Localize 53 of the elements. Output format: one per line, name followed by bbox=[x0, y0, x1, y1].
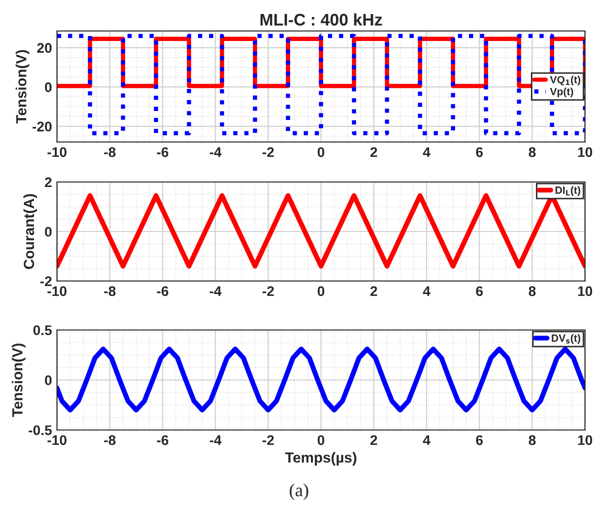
y-tick-label: 0 bbox=[44, 375, 52, 386]
x-tick-label: -2 bbox=[262, 147, 274, 157]
x-tick-label: 8 bbox=[528, 286, 536, 296]
x-tick-label: 2 bbox=[370, 435, 378, 445]
x-tick-label: -8 bbox=[104, 147, 116, 158]
y-tick-label: 2 bbox=[44, 177, 52, 188]
chart-title: MLI-C : 400 kHz bbox=[260, 13, 382, 26]
x-tick-label: -6 bbox=[156, 286, 168, 296]
y-axis-title: Tension(V) bbox=[16, 50, 30, 124]
x-tick-label: -10 bbox=[48, 147, 66, 158]
x-tick-label: -8 bbox=[104, 286, 116, 296]
legend-label: DI$_{L}$(t) bbox=[556, 186, 580, 196]
x-tick-label: -10 bbox=[48, 435, 66, 446]
x-tick-label: 10 bbox=[578, 435, 592, 446]
x-tick-label: -8 bbox=[104, 435, 116, 446]
x-tick-label: -6 bbox=[156, 435, 168, 446]
text: (a) bbox=[290, 484, 308, 500]
x-tick-label: 2 bbox=[370, 147, 378, 157]
x-tick-label: 4 bbox=[422, 435, 430, 445]
x-tick-label: 0 bbox=[318, 435, 324, 446]
y-tick-label: -2 bbox=[40, 276, 52, 286]
x-tick-label: 8 bbox=[528, 435, 536, 446]
line-series bbox=[57, 346, 585, 412]
x-tick-label: 2 bbox=[370, 286, 378, 296]
x-tick-label: 0 bbox=[318, 147, 324, 158]
x-tick-label: -6 bbox=[156, 147, 168, 158]
x-tick-label: -4 bbox=[210, 286, 222, 296]
x-tick-label: 0 bbox=[318, 286, 324, 296]
x-tick-label: 6 bbox=[476, 286, 483, 296]
legend-label: DV$_{s}$(t) bbox=[552, 334, 580, 344]
x-tick-label: 6 bbox=[476, 147, 483, 158]
x-tick-label: 8 bbox=[528, 147, 536, 158]
x-tick-label: 4 bbox=[422, 147, 430, 157]
x-tick-label: -10 bbox=[48, 286, 66, 296]
y-axis-title: Tension(V) bbox=[12, 344, 26, 417]
y-axis-title: Courant(A) bbox=[23, 194, 38, 269]
y-tick-label: 0.5 bbox=[33, 325, 52, 336]
x-tick-label: 4 bbox=[422, 286, 430, 296]
x-tick-label: 10 bbox=[578, 286, 592, 296]
x-tick-label: -2 bbox=[262, 435, 274, 445]
x-axis-title: Temps(µs) bbox=[285, 452, 356, 466]
y-tick-label: 20 bbox=[37, 43, 52, 53]
x-tick-label: 10 bbox=[578, 147, 592, 158]
y-tick-label: 0 bbox=[44, 82, 52, 92]
legend-label: VQ$_{1}$(t) bbox=[550, 76, 580, 86]
y-tick-label: 0 bbox=[44, 226, 52, 237]
y-tick-label: -0.5 bbox=[28, 425, 52, 436]
y-tick-label: -20 bbox=[32, 122, 52, 132]
x-tick-label: 6 bbox=[476, 435, 483, 446]
x-tick-label: -2 bbox=[262, 286, 274, 296]
legend-label: Vp(t) bbox=[550, 88, 574, 98]
x-tick-label: -4 bbox=[210, 147, 222, 157]
x-tick-label: -4 bbox=[210, 435, 222, 445]
